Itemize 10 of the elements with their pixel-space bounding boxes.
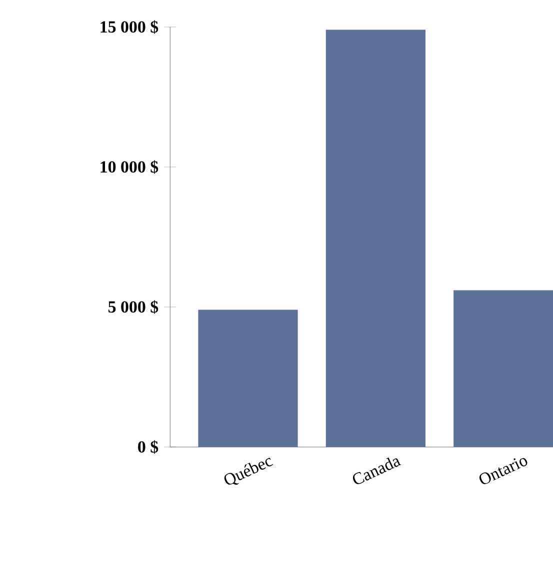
y-tick-label: 10 000 $ <box>100 160 158 174</box>
y-tick-label: 15 000 $ <box>100 20 158 34</box>
y-tick-label: 5 000 $ <box>108 300 158 314</box>
x-tick-label: Canada <box>352 457 402 484</box>
x-tick-label: Québec <box>224 458 273 485</box>
bar <box>198 310 298 447</box>
bar <box>326 30 426 447</box>
y-tick-label: 0 $ <box>138 440 158 454</box>
bar <box>453 290 553 447</box>
x-tick-label: Ontario <box>479 458 528 484</box>
